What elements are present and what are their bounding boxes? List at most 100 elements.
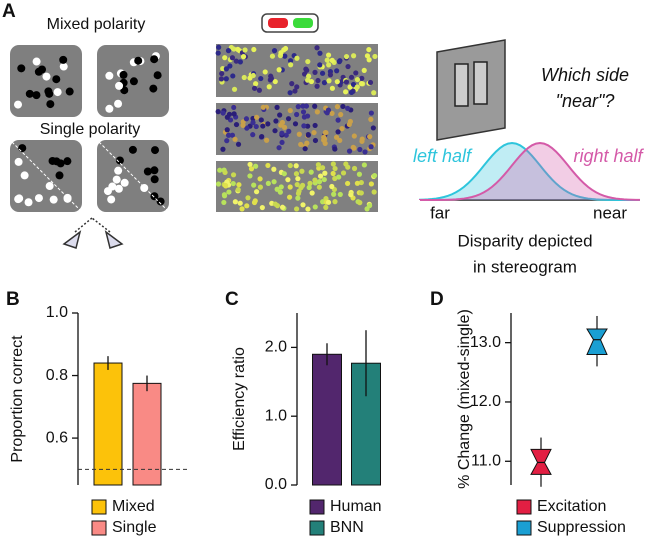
dot — [59, 62, 68, 71]
dot — [45, 182, 54, 191]
dot — [324, 110, 330, 116]
dot — [24, 198, 33, 207]
dot — [368, 181, 374, 187]
dot — [258, 75, 264, 82]
y-tick-label: 0.8 — [46, 367, 68, 384]
dot — [287, 58, 294, 64]
dot — [312, 122, 318, 129]
dot — [269, 53, 276, 59]
dot — [346, 121, 352, 128]
single-label: Single polarity — [40, 121, 141, 138]
dot — [330, 161, 336, 167]
dot — [244, 125, 250, 131]
dot — [235, 46, 241, 53]
dot — [333, 134, 340, 140]
dot — [260, 123, 266, 129]
dot — [345, 105, 351, 112]
dot — [224, 127, 230, 133]
dot — [303, 103, 310, 109]
dot — [339, 126, 345, 132]
dot — [240, 54, 247, 60]
dot — [45, 89, 54, 98]
screen-left — [454, 63, 469, 107]
legend-label: Single — [112, 519, 157, 536]
dot — [15, 194, 24, 203]
dot — [222, 182, 229, 189]
axis-label: Disparity depicted — [457, 231, 592, 250]
dot — [368, 116, 374, 122]
question: Which side — [541, 65, 629, 85]
dot — [343, 79, 350, 85]
dot — [343, 89, 349, 95]
dot — [107, 195, 116, 204]
dot — [334, 79, 340, 85]
dot — [156, 197, 165, 206]
dot — [220, 110, 226, 116]
dot — [239, 206, 245, 212]
dot — [332, 146, 338, 152]
dot — [108, 182, 117, 191]
dot — [309, 190, 315, 196]
dot — [231, 111, 237, 117]
dot — [221, 199, 227, 206]
legend-swatch — [91, 520, 107, 536]
dot — [281, 124, 288, 130]
y-tick-label: 0.6 — [46, 429, 68, 446]
dot — [230, 172, 237, 178]
dot — [282, 53, 288, 59]
dot — [52, 157, 61, 166]
dot — [351, 165, 358, 172]
dot — [287, 107, 293, 114]
dot — [227, 63, 233, 69]
dot — [233, 121, 240, 128]
dot — [42, 72, 51, 81]
dot — [358, 190, 364, 196]
dot — [277, 112, 283, 118]
dot — [312, 103, 318, 109]
y-axis-label: % Change (mixed-single) — [456, 309, 473, 489]
dot — [259, 133, 265, 140]
dot — [276, 67, 282, 73]
dot — [271, 48, 278, 54]
dot — [316, 179, 323, 185]
dot — [65, 87, 74, 96]
dot — [368, 110, 374, 116]
dot — [302, 146, 308, 152]
dot — [278, 50, 284, 56]
dot — [283, 132, 289, 138]
dot — [272, 128, 278, 134]
dot — [244, 203, 250, 209]
dot — [317, 62, 323, 68]
dot — [221, 192, 228, 198]
mixed-label: Mixed polarity — [47, 16, 146, 33]
dot — [226, 189, 232, 195]
dot — [279, 130, 285, 136]
dot — [215, 50, 221, 56]
legend-swatch — [309, 499, 325, 515]
dot — [266, 84, 272, 90]
dot — [305, 123, 311, 129]
dot — [243, 116, 250, 122]
dot — [282, 45, 289, 52]
y-tick-label: 12.0 — [470, 393, 501, 410]
dot — [292, 88, 298, 94]
dot — [353, 70, 359, 76]
dot — [292, 121, 299, 127]
dot — [323, 204, 329, 210]
dot — [224, 138, 230, 144]
dot — [140, 183, 149, 192]
dot — [337, 58, 343, 64]
dot — [367, 79, 374, 86]
dot — [319, 70, 326, 76]
dot — [317, 50, 323, 56]
dot — [276, 145, 282, 151]
dot — [231, 104, 237, 110]
dot — [279, 204, 286, 210]
dot — [230, 180, 236, 187]
legend-swatch — [309, 520, 325, 536]
y-tick-label: 11.0 — [471, 452, 501, 469]
dot — [348, 89, 355, 96]
panel-a-graphics — [10, 13, 641, 249]
dot — [343, 53, 350, 60]
